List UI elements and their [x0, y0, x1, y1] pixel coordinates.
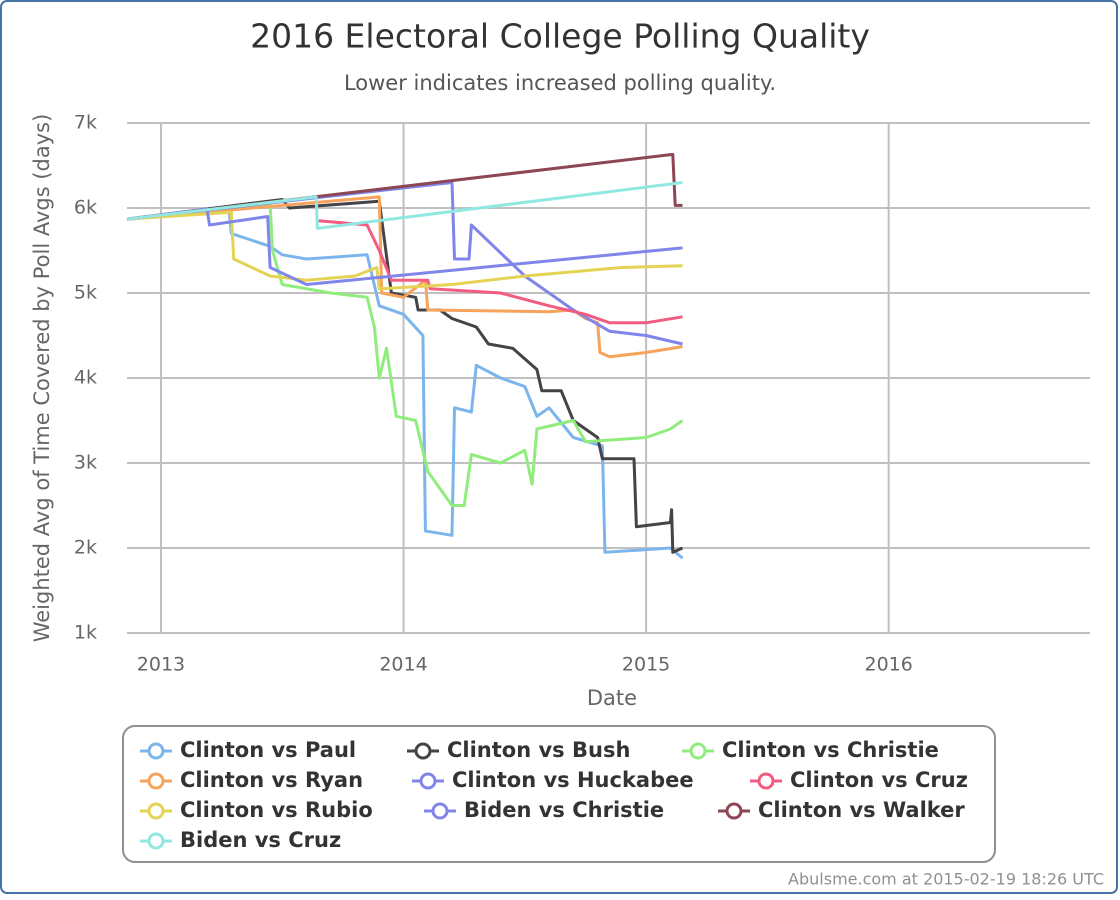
legend-label: Biden vs Christie — [464, 798, 664, 822]
legend-label: Clinton vs Bush — [447, 738, 630, 762]
series-line — [126, 206, 684, 560]
series-line — [126, 210, 683, 291]
legend-symbol — [147, 742, 165, 760]
legend-box — [122, 725, 996, 863]
y-tick-label: 1k — [74, 622, 97, 644]
y-axis-label: Weighted Avg of Time Covered by Poll Avg… — [30, 114, 54, 643]
x-tick-label: 2013 — [137, 654, 185, 676]
legend-label: Clinton vs Ryan — [180, 768, 363, 792]
legend-symbol — [147, 832, 165, 850]
y-tick-label: 4k — [74, 367, 97, 389]
y-tick-label: 3k — [74, 452, 97, 474]
series-line — [126, 152, 683, 221]
legend-symbol — [689, 742, 707, 760]
x-tick-label: 2015 — [622, 654, 670, 676]
x-tick-label: 2014 — [379, 654, 427, 676]
legend-label: Clinton vs Paul — [180, 738, 356, 762]
legend-symbol — [725, 802, 743, 820]
x-tick-label: 2016 — [864, 654, 912, 676]
legend-symbol — [419, 772, 437, 790]
series-line — [126, 202, 684, 507]
legend-label: Clinton vs Christie — [722, 738, 939, 762]
series-line — [318, 219, 683, 325]
chart-subtitle: Lower indicates increased polling qualit… — [344, 71, 776, 95]
legend-label: Clinton vs Rubio — [180, 798, 373, 822]
legend-label: Clinton vs Cruz — [790, 768, 968, 792]
legend-label: Biden vs Cruz — [180, 828, 341, 852]
series-line — [126, 195, 683, 359]
legend-symbol — [431, 802, 449, 820]
y-tick-label: 5k — [74, 282, 97, 304]
legend-symbol — [414, 742, 432, 760]
legend-label: Clinton vs Walker — [758, 798, 965, 822]
legend-symbol — [147, 772, 165, 790]
y-tick-label: 7k — [74, 112, 97, 134]
chart-title: 2016 Electoral College Polling Quality — [250, 17, 870, 56]
series-line — [126, 181, 683, 230]
series-line — [126, 181, 683, 346]
x-axis-label: Date — [587, 686, 637, 710]
y-tick-label: 6k — [74, 197, 97, 219]
y-tick-label: 2k — [74, 537, 97, 559]
credit: Abulsme.com at 2015-02-19 18:26 UTC — [788, 870, 1104, 889]
legend-symbol — [147, 802, 165, 820]
legend-label: Clinton vs Huckabee — [452, 768, 694, 792]
legend-symbol — [757, 772, 775, 790]
